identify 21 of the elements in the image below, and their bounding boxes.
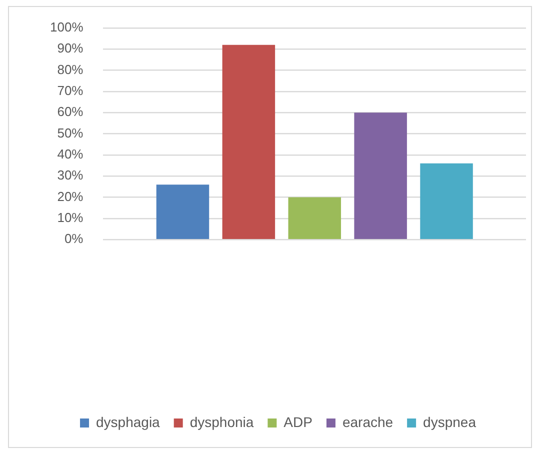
legend-label: ADP	[284, 414, 312, 430]
bar	[222, 44, 276, 239]
legend-label: dysphagia	[96, 414, 160, 430]
y-tick-label: 100%	[50, 20, 84, 35]
y-tick-label: 60%	[57, 104, 84, 120]
y-tick-label: 70%	[57, 83, 84, 98]
y-tick-label: 40%	[57, 146, 84, 162]
bar	[420, 163, 473, 239]
y-tick-label: 80%	[57, 62, 84, 77]
y-tick-label: 30%	[57, 168, 84, 183]
y-tick-label: 10%	[57, 210, 84, 226]
y-tick-label: 90%	[57, 40, 84, 56]
legend-label: earache	[342, 414, 394, 430]
bar	[156, 184, 210, 239]
bar	[288, 197, 342, 239]
y-tick-label: 20%	[57, 188, 84, 204]
legend-label: dysphonia	[190, 414, 254, 430]
y-tick-label: 50%	[57, 125, 84, 140]
y-tick-label: 0%	[64, 231, 84, 246]
bar	[354, 112, 407, 239]
legend-label: dyspnea	[423, 414, 476, 430]
